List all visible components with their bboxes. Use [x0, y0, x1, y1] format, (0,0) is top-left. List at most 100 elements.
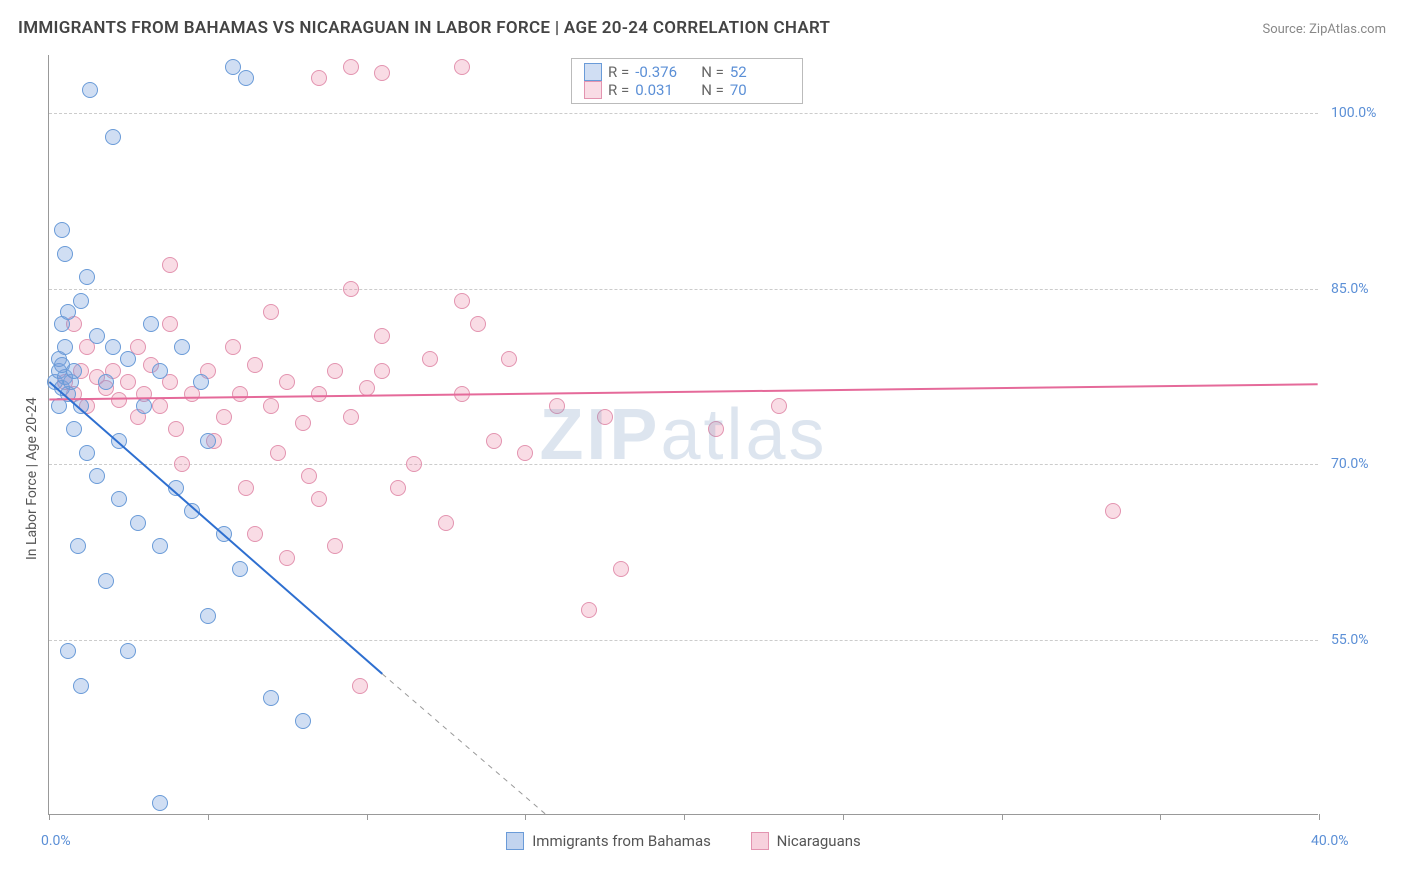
scatter-point	[470, 316, 486, 332]
scatter-point	[73, 398, 89, 414]
scatter-point	[263, 690, 279, 706]
scatter-point	[89, 328, 105, 344]
scatter-point	[343, 409, 359, 425]
x-tick	[843, 814, 844, 820]
x-tick	[367, 814, 368, 820]
scatter-point	[174, 456, 190, 472]
scatter-point	[57, 339, 73, 355]
scatter-point	[232, 386, 248, 402]
source-label: Source: ZipAtlas.com	[1262, 22, 1386, 37]
scatter-point	[73, 678, 89, 694]
scatter-point	[549, 398, 565, 414]
legend-label-2: Nicaraguans	[777, 832, 861, 850]
scatter-point	[66, 421, 82, 437]
gridline	[49, 640, 1318, 641]
y-axis-label: In Labor Force | Age 20-24	[24, 397, 40, 560]
scatter-point	[216, 409, 232, 425]
x-tick	[1002, 814, 1003, 820]
scatter-point	[359, 380, 375, 396]
gridline	[49, 289, 1318, 290]
scatter-point	[120, 351, 136, 367]
scatter-point	[422, 351, 438, 367]
scatter-point	[406, 456, 422, 472]
r-value-1: -0.376	[635, 63, 695, 81]
scatter-point	[111, 433, 127, 449]
scatter-point	[343, 281, 359, 297]
gridline	[49, 464, 1318, 465]
n-value-1: 52	[730, 63, 790, 81]
legend-label-1: Immigrants from Bahamas	[532, 832, 711, 850]
scatter-point	[438, 515, 454, 531]
scatter-point	[311, 70, 327, 86]
scatter-point	[105, 339, 121, 355]
scatter-point	[238, 480, 254, 496]
chart-title: IMMIGRANTS FROM BAHAMAS VS NICARAGUAN IN…	[18, 18, 830, 38]
scatter-point	[136, 398, 152, 414]
y-tick-label: 85.0%	[1331, 281, 1369, 297]
scatter-point	[1105, 503, 1121, 519]
scatter-point	[60, 304, 76, 320]
scatter-point	[120, 374, 136, 390]
x-tick	[208, 814, 209, 820]
legend-row-2: R = 0.031 N = 70	[584, 81, 790, 99]
scatter-point	[73, 293, 89, 309]
scatter-point	[238, 70, 254, 86]
scatter-point	[152, 363, 168, 379]
scatter-point	[454, 293, 470, 309]
x-tick	[525, 814, 526, 820]
legend-item-1: Immigrants from Bahamas	[506, 832, 711, 850]
scatter-point	[327, 363, 343, 379]
scatter-point	[168, 480, 184, 496]
scatter-point	[232, 561, 248, 577]
scatter-point	[581, 602, 597, 618]
scatter-point	[247, 526, 263, 542]
scatter-point	[390, 480, 406, 496]
scatter-point	[374, 328, 390, 344]
scatter-point	[216, 526, 232, 542]
scatter-point	[111, 491, 127, 507]
scatter-point	[120, 643, 136, 659]
scatter-point	[79, 445, 95, 461]
scatter-point	[193, 374, 209, 390]
scatter-point	[152, 398, 168, 414]
scatter-point	[613, 561, 629, 577]
legend-swatch-2	[751, 832, 769, 850]
scatter-point	[152, 538, 168, 554]
scatter-point	[597, 409, 613, 425]
scatter-point	[327, 538, 343, 554]
legend-swatch-1	[506, 832, 524, 850]
watermark-rest: atlas	[660, 395, 827, 475]
scatter-point	[168, 421, 184, 437]
x-tick	[49, 814, 50, 820]
n-value-2: 70	[730, 81, 790, 99]
scatter-point	[143, 316, 159, 332]
r-label: R =	[608, 63, 629, 81]
scatter-point	[352, 678, 368, 694]
scatter-point	[301, 468, 317, 484]
scatter-point	[89, 468, 105, 484]
legend-bottom: Immigrants from Bahamas Nicaraguans	[49, 832, 1318, 854]
scatter-point	[51, 398, 67, 414]
scatter-point	[501, 351, 517, 367]
scatter-point	[79, 269, 95, 285]
scatter-point	[454, 59, 470, 75]
scatter-point	[247, 357, 263, 373]
legend-item-2: Nicaraguans	[751, 832, 861, 850]
y-tick-label: 100.0%	[1331, 105, 1376, 121]
scatter-point	[374, 363, 390, 379]
scatter-point	[66, 363, 82, 379]
scatter-point	[295, 415, 311, 431]
scatter-point	[311, 491, 327, 507]
scatter-point	[486, 433, 502, 449]
scatter-point	[57, 246, 73, 262]
scatter-point	[279, 374, 295, 390]
scatter-point	[295, 713, 311, 729]
scatter-point	[162, 316, 178, 332]
x-tick	[1319, 814, 1320, 820]
scatter-point	[225, 339, 241, 355]
scatter-point	[311, 386, 327, 402]
scatter-point	[200, 608, 216, 624]
scatter-point	[105, 129, 121, 145]
scatter-point	[184, 503, 200, 519]
y-tick-label: 70.0%	[1331, 456, 1369, 472]
